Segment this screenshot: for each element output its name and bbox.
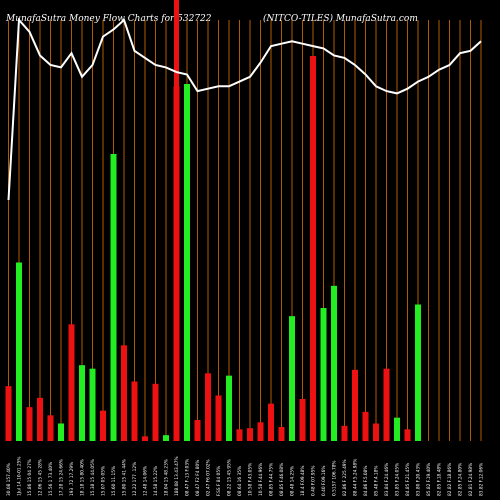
money-flow-bars [5,0,421,441]
x-tick-label: 83.82 F.12.06% [479,463,485,496]
x-tick-label: 188.08 13.43.47% [174,456,180,496]
money-flow-bar [394,417,400,441]
x-tick-label: 1Jul 14.10-01.25% [17,456,23,496]
x-tick-label: 15.56 1 73.40% [48,462,54,496]
money-flow-bar [16,262,22,441]
x-tick-label: 15.07 05 05% [101,466,107,496]
x-tick-label: 82.85 F.24.80% [458,463,464,496]
money-flow-bar [247,428,253,441]
x-tick-label: 84.85 F.21.45% [405,463,411,496]
money-flow-bar [341,425,348,441]
x-tick-label: 85.82 F.19.40% [426,463,432,496]
money-flow-bar [404,429,411,441]
money-flow-bar [205,373,211,441]
x-tick-label: 18.18 15 80.40% [80,459,86,496]
x-tick-label: 0.48 F.07.95% [311,466,317,496]
money-flow-bar [299,399,306,441]
x-tick-label: 83.80 F.20.43% [416,463,422,496]
money-flow-bar [26,407,33,441]
chart-title: MunafaSutra Money Flow Charts for 532722 [6,14,212,24]
x-tick-label: 15.60 11.15% [111,466,117,496]
x-tick-label: 08.85 F.44.75% [269,463,275,496]
x-tick-label: 02.47 F6 07.02% [206,459,212,496]
money-flow-bar [310,56,316,441]
money-flow-bar [121,345,127,441]
x-tick-label: 08.47 F-13 F.03% [185,459,191,496]
money-flow-bar [100,410,106,441]
x-tick-label: 10.58 F.43.05% [248,463,254,496]
x-tick-label: 30.08 157.40% [6,463,12,496]
money-flow-bar [331,285,337,441]
money-flow-bar [152,383,159,441]
x-tick-label: 83.85 F.24.05% [395,463,401,496]
x-tick-label: 18.04 15 48.23% [164,459,170,496]
money-flow-bar [194,420,201,441]
x-tick-label: 12.48 14.06% [143,466,149,496]
x-tick-label: 12.22 177 .12% [132,462,138,496]
x-tick-label: 88.44 F.5.24.98% [353,459,359,496]
x-tick-label: 14.58 15.22% [153,466,159,496]
money-flow-bar [320,308,327,441]
price-line-layer [7,17,482,201]
x-tick-label: 08.85 F.46.08% [279,463,285,496]
money-flow-bar [110,154,117,441]
money-flow-bar [47,415,54,441]
money-flow-bar [163,435,169,441]
money-flow-bar [236,429,243,441]
x-tick-label: F.SS F 84 05% [216,466,222,496]
x-tick-label: 08.22 15 45.95% [227,459,233,496]
x-tick-label: 193 .72 17.29% [69,462,75,496]
x-tick-label: 82.82 F.18.86% [447,463,453,496]
chart-subtitle: (NITCO-TILES) MunafaSutra.com [263,14,418,24]
money-flow-bar [142,436,148,441]
x-tick-label: 08.47 F2 F4 80% [195,460,201,496]
x-tick-label: 82.86 F 225.49% [342,459,348,496]
money-flow-bar [352,369,358,441]
x-tick-label: 0.40 F.09.16% [321,466,327,496]
x-tick-label: 0.5157 106.78% [332,460,338,496]
money-flow-bar [131,381,138,441]
money-flow-bar [68,324,75,441]
money-flow-bar [257,422,264,441]
money-flow-bar [184,84,190,441]
money-flow-bar [278,427,285,441]
x-tick-label: 15.86 15 04 27% [27,459,33,496]
x-tick-label: 85.48 F.4.18% [374,466,380,496]
highlight-bar [174,0,179,441]
x-tick-label: 17.28 15 24.66% [59,459,65,496]
money-flow-bar [37,397,43,441]
x-tick-label: 15.38 15 44.05% [90,459,96,496]
x-tick-label: 18.4 F.09.48% [300,466,306,496]
x-tick-label: 08.64 16 35% [237,466,243,496]
x-tick-label: 82.81 F.24.98% [468,463,474,496]
money-flow-bar [58,423,64,441]
x-tick-label: 10.58 F.44.96% [258,463,264,496]
money-flow-bar [89,368,96,441]
x-tick-label: 08.48 14.25% [290,466,296,496]
money-flow-bar [5,386,12,441]
x-tick-label: 12.06 15 45 28% [38,459,44,496]
price-line [7,17,482,201]
money-flow-bar [268,403,274,441]
x-tick-label: 82.85 F.18.48% [437,463,443,496]
money-flow-bar [373,423,379,441]
money-flow-bar [289,316,295,441]
money-flow-bar [415,304,421,441]
x-tick-label: 84.86 F.5.08% [363,466,369,496]
money-flow-bar [362,411,369,441]
x-axis-labels: 30.08 157.40% 1Jul 14.10-01.25% 15.86 15 0… [6,456,485,496]
money-flow-bar [383,368,390,441]
x-tick-label: 83.84 F.24.46% [384,463,390,496]
money-flow-bar [226,375,232,441]
x-tick-label: 15.80 15 41 44% [122,459,128,496]
money-flow-bar [79,365,85,441]
money-flow-bar [215,395,222,441]
